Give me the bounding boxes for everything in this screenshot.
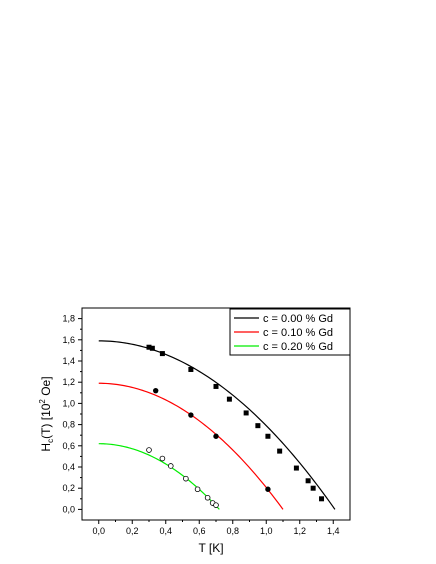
series-curve-1 [98, 382, 284, 510]
y-tick-label-7: 1,4 [62, 356, 75, 366]
y-tick-label-6: 1,2 [62, 377, 75, 387]
series-curve-0 [98, 340, 336, 510]
y-tick-label-5: 1,0 [62, 398, 75, 408]
x-axis-title: T [K] [198, 541, 223, 555]
y-axis-title: Hc(T) [102 Oe] [38, 376, 55, 451]
x-tick-label-5: 1,0 [260, 526, 273, 536]
y-tick-label-8: 1,6 [62, 335, 75, 345]
x-tick-label-0: 0,0 [92, 526, 105, 536]
series-0-point-2 [159, 351, 165, 357]
ticks-layer: 0,0 0,2 0,4 0,6 0,8 1,0 1,2 1,4 0,0 0,2 0,4 0,6 0,8 1… [62, 314, 339, 536]
y-tick-label-9: 1,8 [62, 314, 75, 324]
y-tick-label-3: 0,6 [62, 441, 75, 451]
series-0-point-13 [319, 496, 325, 502]
series-1-point-0 [153, 387, 159, 394]
series-0-point-6 [243, 410, 249, 416]
legend-label-2: c = 0.20 % Gd [263, 341, 333, 353]
curves-layer [98, 340, 336, 510]
series-2-point-1 [159, 455, 166, 462]
y-tick-label-1: 0,2 [62, 483, 75, 493]
series-0-point-4 [213, 383, 219, 389]
x-tick-label-7: 1,4 [327, 526, 340, 536]
series-0-point-3 [188, 366, 194, 372]
y-tick-label-4: 0,8 [62, 420, 75, 430]
series-0-point-9 [277, 448, 283, 454]
series-0-point-7 [255, 423, 261, 429]
legend: c = 0.00 % Gd c = 0.10 % Gd c = 0.20 % G… [229, 308, 351, 356]
x-tick-label-2: 0,4 [159, 526, 172, 536]
x-tick-label-1: 0,2 [126, 526, 139, 536]
series-2-point-3 [183, 475, 189, 482]
y-tick-label-2: 0,4 [62, 462, 75, 472]
series-0-point-1 [149, 345, 155, 351]
x-tick-label-4: 0,8 [226, 526, 239, 536]
series-0-point-10 [293, 465, 299, 471]
series-2-point-2 [167, 463, 174, 469]
legend-label-1: c = 0.10 % Gd [263, 327, 333, 339]
series-curve-2 [98, 443, 220, 510]
series-2-point-5 [204, 494, 211, 501]
series-1-point-3 [265, 486, 271, 492]
x-tick-label-6: 1,2 [293, 526, 306, 536]
series-2-point-0 [146, 447, 152, 453]
series-1-point-1 [188, 412, 194, 418]
legend-label-0: c = 0.00 % Gd [263, 313, 333, 325]
series-2-point-7 [213, 502, 219, 508]
series-0-point-12 [310, 485, 316, 491]
series-1-point-2 [213, 433, 219, 439]
series-0-point-8 [265, 433, 271, 439]
series-0-point-0 [146, 344, 152, 350]
y-tick-label-0: 0,0 [62, 504, 75, 514]
series-2-point-4 [194, 486, 201, 493]
x-tick-label-3: 0,6 [193, 526, 206, 536]
series-0-point-5 [226, 396, 232, 402]
series-0-point-11 [305, 478, 311, 484]
points-layer [146, 344, 325, 508]
